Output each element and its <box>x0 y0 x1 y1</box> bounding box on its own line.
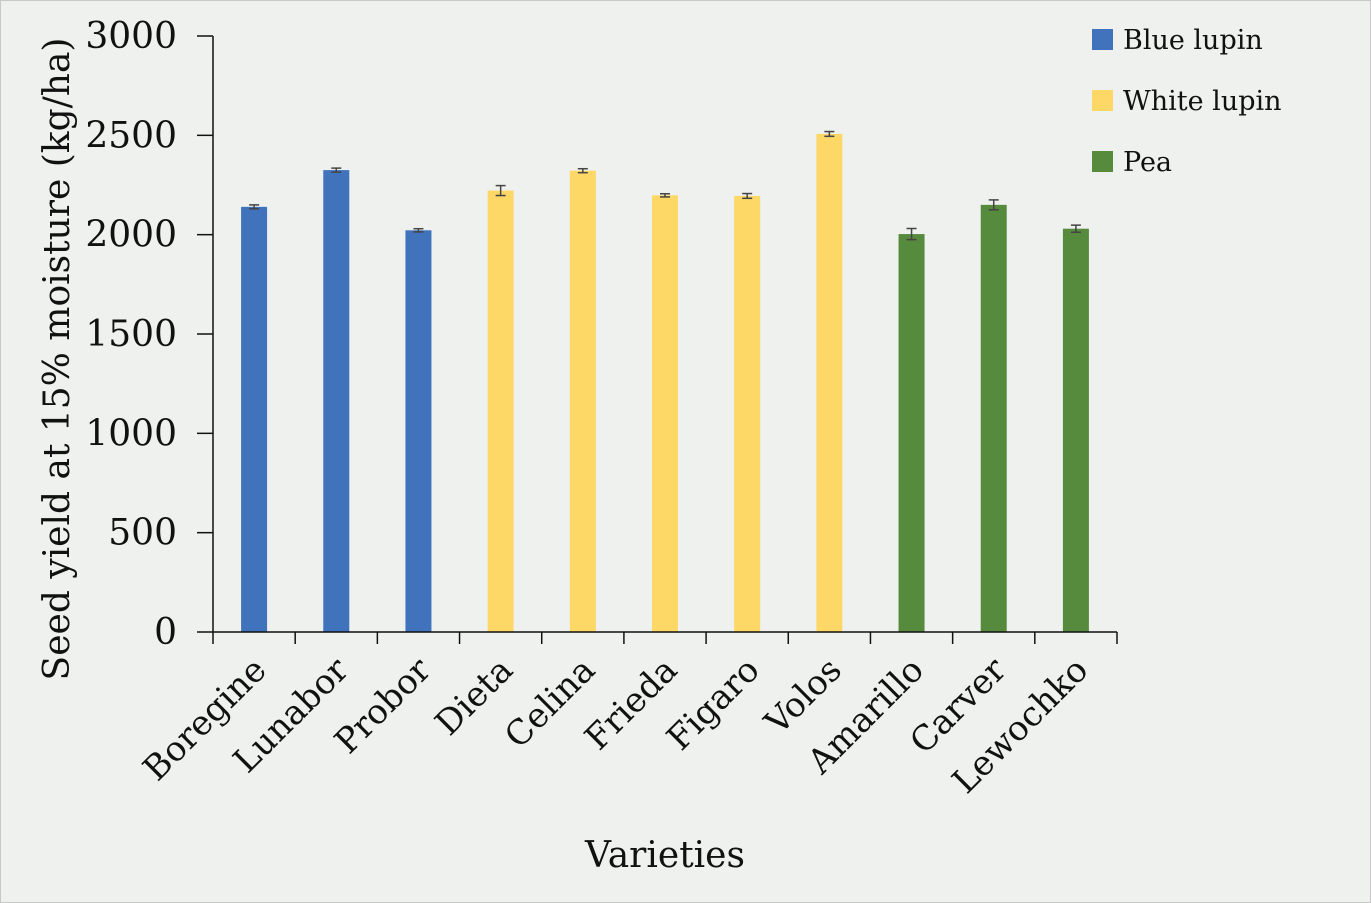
error-bar-volos <box>824 130 835 138</box>
y-tick-label: 2000 <box>85 215 177 256</box>
x-axis-ticks <box>212 632 1118 644</box>
error-bar-amarillo <box>906 227 917 241</box>
legend-swatch-blue-lupin <box>1092 29 1113 50</box>
y-axis-ticks: 0 500 1000 1500 2000 2500 3000 <box>85 16 213 653</box>
bar-dieta <box>487 190 514 632</box>
category-label-frieda: Frieda <box>577 650 685 758</box>
bar-volos <box>816 133 843 632</box>
legend-swatch-white-lupin <box>1092 90 1113 111</box>
bar-figaro <box>734 195 761 632</box>
error-bars <box>249 130 1081 241</box>
bar-lewochko <box>1062 228 1089 632</box>
error-bar-lunabor <box>331 167 342 173</box>
error-bar-boregine <box>249 204 260 210</box>
y-tick-label: 1500 <box>85 314 177 355</box>
bar-celina <box>569 170 596 633</box>
y-tick-label: 500 <box>108 513 177 554</box>
error-bar-probor <box>413 227 424 233</box>
y-tick-label: 1000 <box>85 413 177 454</box>
legend: Blue lupin White lupin Pea <box>1092 25 1282 178</box>
y-tick-label: 3000 <box>85 16 177 57</box>
error-bar-lewochko <box>1070 224 1081 234</box>
legend-label-blue-lupin: Blue lupin <box>1123 25 1263 56</box>
bar-probor <box>405 230 432 632</box>
bars <box>241 133 1089 633</box>
error-bar-figaro <box>742 192 753 200</box>
bar-lunabor <box>323 170 350 632</box>
legend-label-white-lupin: White lupin <box>1123 86 1282 117</box>
y-tick-label: 0 <box>154 612 177 653</box>
error-bar-celina <box>577 167 588 174</box>
legend-swatch-pea <box>1092 151 1113 172</box>
y-tick-label: 2500 <box>85 115 177 156</box>
error-bar-frieda <box>660 192 670 198</box>
y-axis-title: Seed yield at 15% moisture (kg/ha) <box>37 38 78 681</box>
bar-boregine <box>241 206 268 632</box>
bar-carver <box>980 204 1007 632</box>
error-bar-carver <box>988 199 999 211</box>
error-bar-dieta <box>495 184 506 197</box>
category-label-figaro: Figaro <box>659 650 767 758</box>
x-axis-title: Varieties <box>584 835 745 876</box>
legend-label-pea: Pea <box>1123 147 1172 178</box>
x-axis-category-labels: BoregineLunaborProborDietaCelinaFriedaFi… <box>136 650 1097 802</box>
bar-frieda <box>652 195 678 632</box>
bar-amarillo <box>898 234 925 632</box>
